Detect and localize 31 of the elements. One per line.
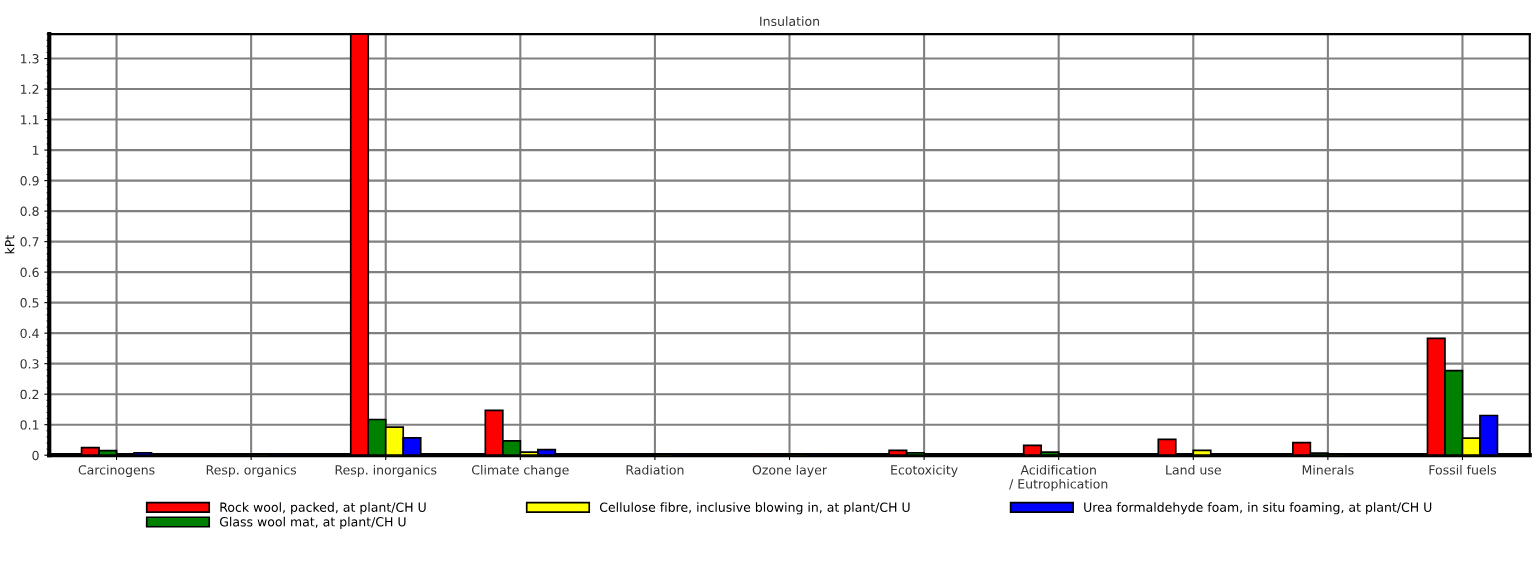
legend-label: Glass wool mat, at plant/CH U <box>219 516 406 529</box>
y-tick-label: 0 <box>32 450 39 461</box>
y-tick-label: 0.8 <box>20 206 39 217</box>
x-tick-label: Carcinogens <box>78 464 155 478</box>
x-tick-label: Minerals <box>1302 464 1354 475</box>
x-tick-label: Land use <box>1166 464 1221 475</box>
x-tick-label: Acidification / Eutrophication <box>1009 464 1108 492</box>
y-tick-label: 0.4 <box>20 328 39 339</box>
y-tick-label: 0.5 <box>20 298 39 308</box>
y-tick-label: 0.9 <box>20 176 39 186</box>
y-tick-label: 1 <box>32 145 39 155</box>
x-tick-label: Ecotoxicity <box>891 464 958 478</box>
y-tick-label: 0.7 <box>20 237 39 247</box>
y-tick-label: 1.1 <box>21 115 39 125</box>
legend-label: Cellulose fibre, inclusive blowing in, at plant/CH U <box>599 502 910 515</box>
y-tick-label: 0.2 <box>20 389 39 400</box>
x-tick-label: Resp. inorganics <box>335 464 437 478</box>
x-tick-label: Ozone layer <box>752 464 827 478</box>
legend-label: Urea formaldehyde foam, in situ foaming, at plant/CH U <box>1084 502 1432 515</box>
chart-title: Insulation <box>760 16 820 26</box>
x-tick-label: Resp. organics <box>206 464 297 478</box>
x-tick-label: Climate change <box>471 464 569 478</box>
legend-label: Rock wool, packed, at plant/CH U <box>220 502 426 515</box>
y-axis-title: kPt <box>4 235 15 254</box>
y-tick-label: 0.3 <box>20 359 39 369</box>
y-tick-label: 1.3 <box>21 54 39 64</box>
y-tick-label: 0.6 <box>20 267 39 278</box>
y-tick-label: 1.2 <box>21 84 39 94</box>
x-tick-label: Fossil fuels <box>1429 464 1497 475</box>
x-tick-label: Radiation <box>626 464 684 475</box>
y-tick-label: 0.1 <box>20 420 39 430</box>
